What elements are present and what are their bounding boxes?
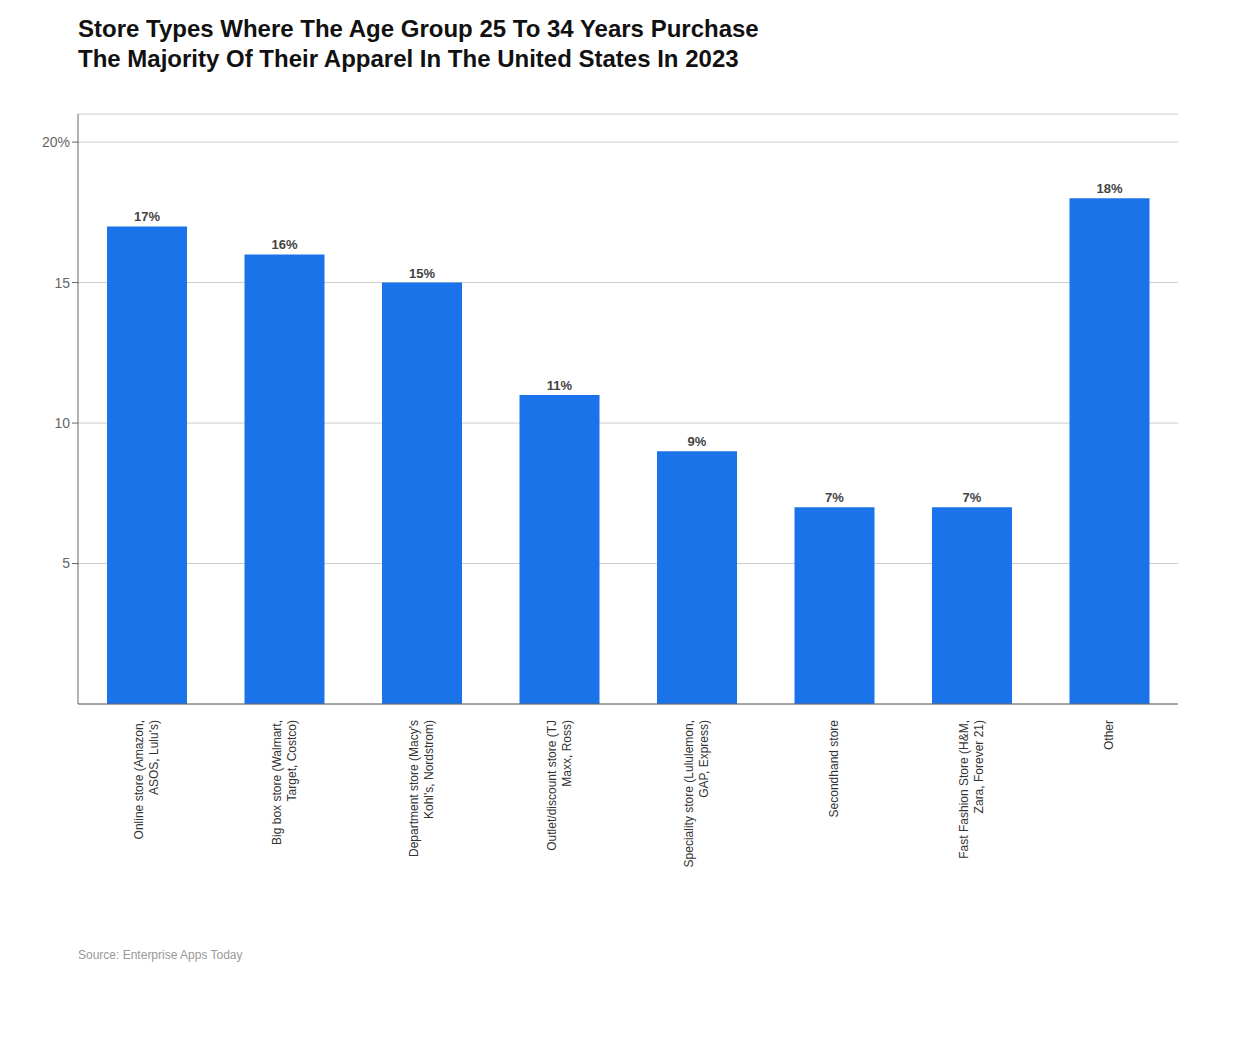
svg-text:17%: 17% — [134, 209, 160, 224]
svg-text:7%: 7% — [963, 490, 982, 505]
svg-text:Big box store (Walmart,Target,: Big box store (Walmart,Target, Costco) — [270, 720, 299, 845]
svg-text:Speciality store (Lululemon,GA: Speciality store (Lululemon,GAP, Express… — [682, 720, 711, 867]
svg-text:20%: 20% — [42, 134, 70, 150]
svg-text:18%: 18% — [1096, 181, 1122, 196]
svg-text:Department store (Macy'sKohl's: Department store (Macy'sKohl's, Nordstro… — [407, 720, 436, 857]
svg-text:11%: 11% — [547, 378, 573, 393]
html-text:Store Types Where The Age Grou: Store Types Where The Age Group 25 To 34… — [78, 15, 759, 72]
html-text:Source: Enterprise Apps Today: Source: Enterprise Apps Today — [78, 948, 243, 962]
svg-text:5: 5 — [62, 555, 70, 571]
svg-text:15: 15 — [54, 275, 70, 291]
svg-text:Fast Fashion Store (H&M,Zara,: Fast Fashion Store (H&M,Zara, Forever 21… — [957, 720, 986, 859]
svg-text:9%: 9% — [688, 434, 707, 449]
svg-text:Online store (Amazon,ASOS, Lul: Online store (Amazon,ASOS, Lulu's) — [132, 720, 161, 839]
svg-text:Secondhand store: Secondhand store — [827, 720, 841, 818]
svg-text:7%: 7% — [825, 490, 844, 505]
svg-text:Outlet/discount store (TJMaxx,: Outlet/discount store (TJMaxx, Ross) — [545, 720, 574, 851]
svg-text:15%: 15% — [409, 266, 435, 281]
svg-text:Other: Other — [1102, 720, 1116, 750]
svg-text:10: 10 — [54, 415, 70, 431]
svg-text:16%: 16% — [271, 237, 297, 252]
